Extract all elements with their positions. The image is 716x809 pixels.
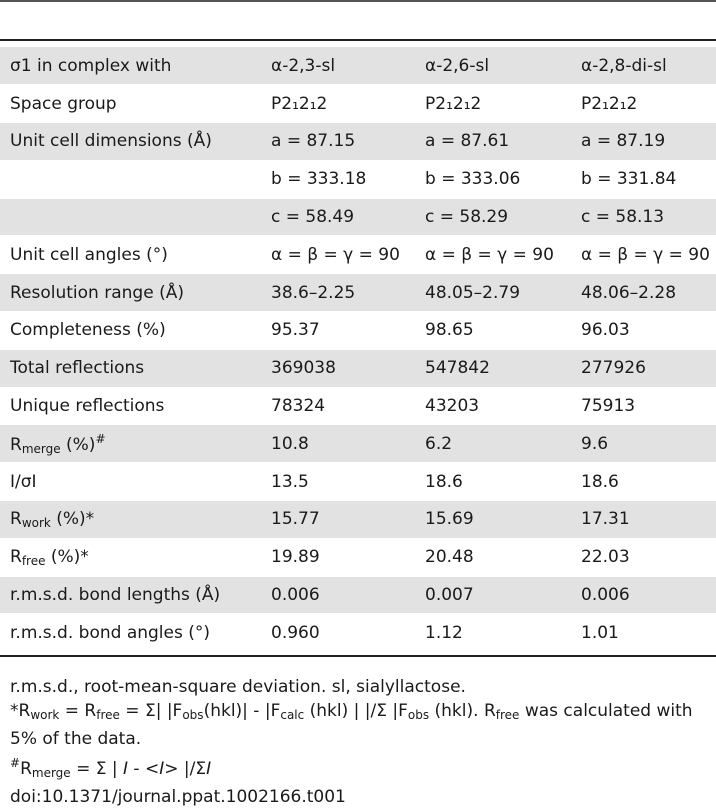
row-label [0,160,261,198]
row-value: 547842 [415,349,571,388]
table-header-row: σ1 in complex with α-2,3-sl α-2,6-sl α-2… [0,47,716,85]
row-value: 18.6 [581,471,619,492]
row-label: Rwork (%)* [0,500,261,539]
row-value: 15.77 [261,500,415,539]
header-cell-col2: α-2,3-sl [261,47,415,85]
row-value: 19.89 [271,547,320,568]
row-value: α = β = γ = 90 [271,244,400,265]
header-cell-col4: α-2,8-di-sl [571,47,716,85]
table-row: c = 58.49 c = 58.29 c = 58.13 [0,198,716,236]
table-row: Rfree (%)* 19.89 20.48 22.03 [0,538,716,577]
data-table: σ1 in complex with α-2,3-sl α-2,6-sl α-2… [0,47,716,652]
table-row: Total reflections 369038 547842 277926 [0,349,716,388]
row-value: 48.06–2.28 [571,273,716,312]
row-value: b = 333.18 [271,169,367,190]
footnote-rwork-rfree: *Rwork = Rfree = Σ| |Fobs(hkl)| - |Fcalc… [10,701,693,749]
row-value: 15.69 [415,500,571,539]
row-value: b = 331.84 [581,169,677,190]
row-value: 277926 [571,349,716,388]
header-cell-col3: α-2,6-sl [415,47,571,85]
row-value: P2₁2₁2 [271,93,328,114]
header-rule [0,39,716,41]
table-footnotes: r.m.s.d., root-mean-square deviation. sl… [10,675,710,809]
row-label: Rfree (%)* [10,546,89,568]
row-value: 48.05–2.79 [415,273,571,312]
row-label: Space group [10,93,117,114]
row-value: P2₁2₁2 [581,93,638,114]
table-row: Resolution range (Å) 38.6–2.25 48.05–2.7… [0,273,716,312]
row-label: Completeness (%) [10,320,166,341]
row-label: I/σI [10,471,37,492]
row-value: 0.006 [261,576,415,614]
table-row: Unique reflections 78324 43203 75913 [0,387,716,425]
row-label: Unit cell dimensions (Å) [0,122,261,161]
row-value: c = 58.49 [261,198,415,236]
row-value: 43203 [425,396,480,417]
row-value: 0.006 [571,576,716,614]
header-cell-label: σ1 in complex with [0,47,261,85]
row-value: α = β = γ = 90 [425,244,554,265]
row-label [0,198,261,236]
row-value: 6.2 [415,424,571,463]
table-row: Space group P2₁2₁2 P2₁2₁2 P2₁2₁2 [0,85,716,123]
row-label: Unique reflections [10,396,165,417]
table-row: Rwork (%)* 15.77 15.69 17.31 [0,500,716,539]
row-value: c = 58.13 [571,198,716,236]
footnote-rmerge: #Rmerge = Σ | I - <I> |/ΣI [10,756,212,780]
row-label: Resolution range (Å) [0,273,261,312]
row-value: 18.6 [425,471,463,492]
row-value: P2₁2₁2 [425,93,482,114]
row-value: a = 87.61 [415,122,571,161]
table-row: r.m.s.d. bond lengths (Å) 0.006 0.007 0.… [0,576,716,614]
footnote-abbreviations: r.m.s.d., root-mean-square deviation. sl… [10,677,466,697]
row-value: 0.007 [415,576,571,614]
row-value: 17.31 [571,500,716,539]
row-value: 38.6–2.25 [261,273,415,312]
row-value: 9.6 [571,424,716,463]
table-row: Rmerge (%)# 10.8 6.2 9.6 [0,424,716,463]
table-row: I/σI 13.5 18.6 18.6 [0,463,716,501]
row-value: b = 333.06 [425,169,521,190]
row-value: 98.65 [425,320,474,341]
row-value: 1.12 [425,622,463,643]
table-row: Unit cell angles (°) α = β = γ = 90 α = … [0,236,716,274]
row-value: 95.37 [271,320,320,341]
row-label: Total reflections [0,349,261,388]
row-label: r.m.s.d. bond lengths (Å) [0,576,261,614]
row-label: r.m.s.d. bond angles (°) [10,622,211,643]
row-label: Unit cell angles (°) [10,244,168,265]
row-value: 0.960 [271,622,320,643]
row-value: 75913 [581,396,636,417]
row-value: 10.8 [261,424,415,463]
table-row: Completeness (%) 95.37 98.65 96.03 [0,312,716,350]
row-value: c = 58.29 [415,198,571,236]
row-label: Rmerge (%)# [0,424,261,463]
row-value: 78324 [271,396,326,417]
row-value: 13.5 [271,471,309,492]
top-rule [0,0,716,2]
row-value: 20.48 [425,547,474,568]
row-value: 369038 [261,349,415,388]
table-row: Unit cell dimensions (Å) a = 87.15 a = 8… [0,122,716,161]
row-value: 22.03 [581,547,630,568]
doi-text: doi:10.1371/journal.ppat.1002166.t001 [10,787,346,807]
row-value: 1.01 [581,622,619,643]
table-row: r.m.s.d. bond angles (°) 0.960 1.12 1.01 [0,614,716,652]
row-value: a = 87.15 [261,122,415,161]
row-value: 96.03 [581,320,630,341]
bottom-rule [0,655,716,657]
row-value: a = 87.19 [571,122,716,161]
row-value: α = β = γ = 90 [581,244,710,265]
table-row: b = 333.18 b = 333.06 b = 331.84 [0,160,716,199]
